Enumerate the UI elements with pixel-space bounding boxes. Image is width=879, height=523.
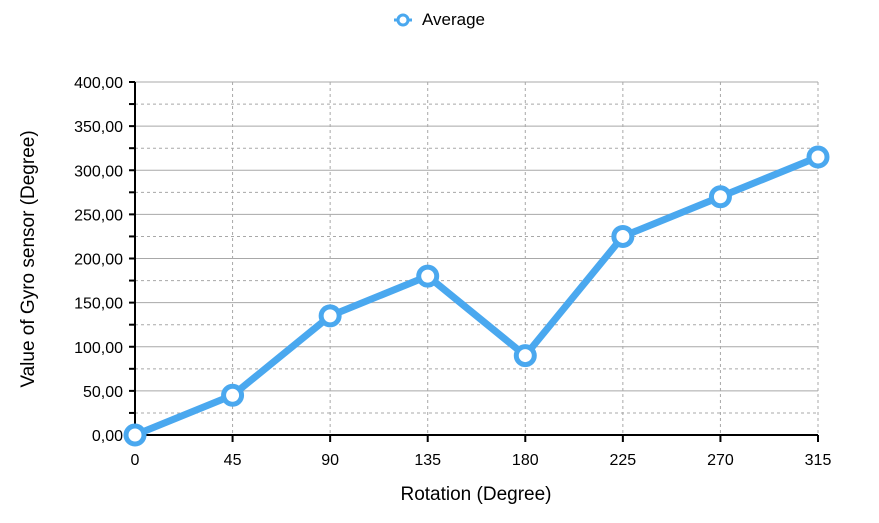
x-tick-label: 225 [610, 452, 637, 469]
y-tick-label: 0,00 [92, 428, 123, 445]
x-tick-label: 135 [414, 452, 441, 469]
y-tick-label: 300,00 [74, 163, 123, 180]
y-tick-label: 400,00 [74, 75, 123, 92]
y-tick-label: 50,00 [83, 384, 123, 401]
legend: Average [0, 10, 879, 34]
y-tick-label: 250,00 [74, 207, 123, 224]
data-point [123, 423, 147, 447]
legend-label: Average [421, 10, 485, 29]
legend-item-average[interactable]: Average [393, 10, 485, 30]
x-tick-label: 270 [707, 452, 734, 469]
y-tick-label: 150,00 [74, 296, 123, 313]
series-average [123, 145, 830, 447]
grid [135, 81, 819, 435]
x-tick-label: 0 [131, 452, 140, 469]
y-axis-title: Value of Gyro sensor (Degree) [18, 130, 39, 387]
x-tick-label: 90 [321, 452, 339, 469]
x-tick-label: 315 [805, 452, 832, 469]
data-point [318, 304, 342, 328]
data-point [513, 344, 537, 368]
axes: 0,00 50,00 100,00 150,00 200,00 250,00 300,00 3… [74, 75, 831, 469]
data-point [611, 224, 635, 248]
y-tick-label: 100,00 [74, 340, 123, 357]
data-point [806, 145, 830, 169]
x-tick-label: 45 [224, 452, 242, 469]
y-tick-label: 350,00 [74, 119, 123, 136]
y-tick-label: 200,00 [74, 252, 123, 269]
legend-marker-icon [393, 13, 412, 27]
data-point [416, 264, 440, 288]
x-axis-title: Rotation (Degree) [400, 484, 551, 505]
x-tick-label: 180 [512, 452, 539, 469]
series-line [131, 153, 822, 439]
data-point [708, 185, 732, 209]
data-point [221, 383, 245, 407]
